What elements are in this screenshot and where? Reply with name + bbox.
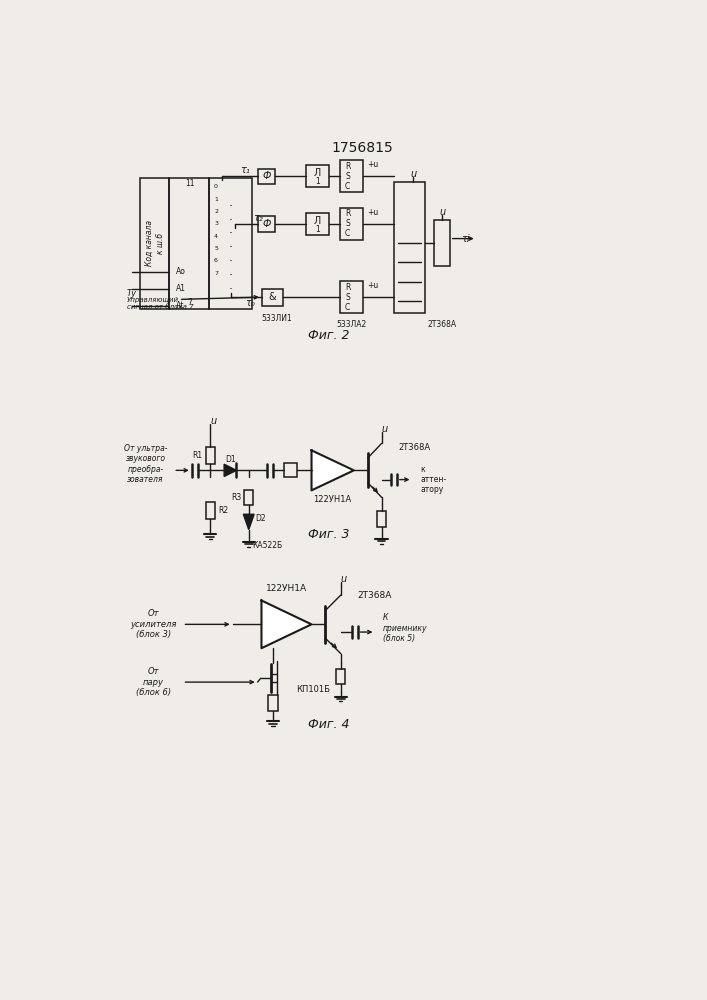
Text: u: u	[382, 424, 387, 434]
Text: Ао: Ао	[175, 267, 185, 276]
Polygon shape	[224, 464, 236, 477]
Text: 7: 7	[187, 298, 192, 307]
Text: ·: ·	[228, 269, 233, 282]
Text: 2: 2	[214, 209, 218, 214]
Text: ·: ·	[228, 200, 233, 213]
Text: R: R	[345, 209, 351, 218]
Text: 1: 1	[214, 197, 218, 202]
Text: Управляющий
сигнал от блока 7: Управляющий сигнал от блока 7	[127, 297, 194, 310]
Bar	[206, 447, 215, 464]
Text: ·: ·	[228, 283, 233, 296]
Text: 122УН1А: 122УН1А	[314, 495, 352, 504]
Text: 1: 1	[315, 177, 320, 186]
Text: 11: 11	[185, 179, 194, 188]
Text: 6: 6	[214, 258, 218, 263]
Text: Ту: Ту	[127, 289, 137, 298]
Text: 2Т368А: 2Т368А	[358, 591, 392, 600]
Text: +u: +u	[368, 160, 378, 169]
Bar	[140, 178, 170, 309]
Bar	[340, 281, 363, 313]
Text: u: u	[411, 169, 416, 179]
Polygon shape	[262, 600, 312, 648]
Text: 3: 3	[214, 221, 218, 226]
Text: S: S	[345, 219, 350, 228]
Text: 2Т368А: 2Т368А	[399, 443, 431, 452]
Text: C: C	[345, 303, 350, 312]
Bar	[258, 216, 275, 232]
Text: R: R	[345, 162, 351, 171]
Text: +u: +u	[368, 281, 378, 290]
Bar	[340, 160, 363, 192]
Bar	[284, 463, 296, 477]
Text: 1756815: 1756815	[331, 141, 393, 155]
Text: R3: R3	[230, 493, 241, 502]
Text: 4: 4	[214, 234, 218, 239]
Bar	[434, 220, 450, 266]
Text: 5: 5	[214, 246, 218, 251]
Text: 2Т368А: 2Т368А	[428, 320, 457, 329]
Text: ·: ·	[228, 255, 233, 268]
Text: u: u	[341, 574, 347, 584]
Text: Ф: Ф	[262, 171, 271, 181]
Text: R: R	[345, 283, 351, 292]
Bar	[269, 695, 278, 711]
Text: к
аттен-
атору: к аттен- атору	[420, 465, 446, 494]
Text: Фиг. 2: Фиг. 2	[308, 329, 349, 342]
Text: u: u	[439, 207, 445, 217]
Text: D2: D2	[256, 514, 267, 523]
Text: R1: R1	[192, 451, 203, 460]
Bar	[395, 182, 425, 312]
Text: τ₂: τ₂	[253, 213, 263, 223]
Text: R2: R2	[218, 506, 228, 515]
Text: &: &	[269, 292, 276, 302]
Text: S: S	[345, 293, 350, 302]
Bar	[262, 289, 284, 306]
Text: C: C	[345, 182, 350, 191]
Text: ·: ·	[228, 227, 233, 240]
Text: 533ЛИ1: 533ЛИ1	[261, 314, 292, 323]
Bar	[206, 502, 215, 519]
Text: А1: А1	[175, 284, 186, 293]
Text: КП101Б: КП101Б	[296, 685, 330, 694]
Text: КА522Б: КА522Б	[252, 541, 283, 550]
Text: +u: +u	[368, 208, 378, 217]
Bar	[209, 178, 252, 309]
Text: К
приемнику
(блок 5): К приемнику (блок 5)	[383, 613, 428, 643]
Text: От
усилителя
(блок 3): От усилителя (блок 3)	[130, 609, 177, 639]
Text: Аt: Аt	[175, 301, 184, 310]
Bar	[336, 669, 346, 684]
Text: 122УН1А: 122УН1А	[266, 584, 307, 593]
Text: Ф: Ф	[262, 219, 271, 229]
Bar	[340, 208, 363, 240]
Text: Фиг. 4: Фиг. 4	[308, 718, 349, 731]
Text: τ₁: τ₁	[240, 165, 250, 175]
Text: Л: Л	[314, 216, 321, 226]
Text: 0: 0	[214, 184, 218, 189]
Polygon shape	[312, 450, 354, 490]
Bar	[377, 511, 386, 527]
Bar	[305, 165, 329, 187]
Text: τ₀: τ₀	[245, 298, 255, 308]
Text: Л: Л	[314, 168, 321, 178]
Bar	[170, 178, 209, 309]
Text: ·: ·	[228, 241, 233, 254]
Text: От
пару
(блок 6): От пару (блок 6)	[136, 667, 171, 697]
Text: 7: 7	[214, 271, 218, 276]
Text: S: S	[345, 172, 350, 181]
Text: τi: τi	[461, 234, 469, 244]
Text: Фиг. 3: Фиг. 3	[308, 528, 349, 541]
Bar	[305, 213, 329, 235]
Bar	[244, 490, 253, 505]
Text: C: C	[345, 229, 350, 238]
Text: ·: ·	[228, 214, 233, 227]
Text: u: u	[210, 416, 216, 426]
Bar	[258, 169, 275, 184]
Text: 1: 1	[315, 225, 320, 234]
Text: D1: D1	[225, 455, 235, 464]
Polygon shape	[243, 514, 254, 530]
Text: Код канала
к ш.б: Код канала к ш.б	[145, 220, 165, 266]
Text: От ультра-
звукового
преобра-
зователя: От ультра- звукового преобра- зователя	[124, 444, 168, 484]
Text: 533ЛА2: 533ЛА2	[337, 320, 367, 329]
